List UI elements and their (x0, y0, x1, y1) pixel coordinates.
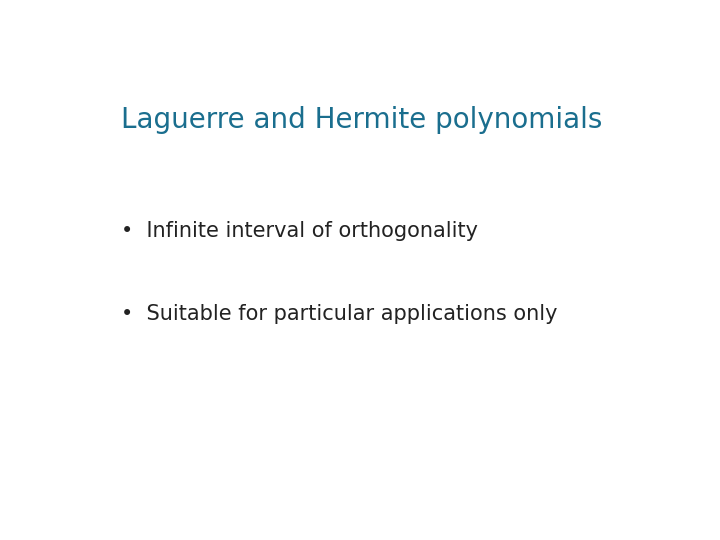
Text: •  Suitable for particular applications only: • Suitable for particular applications o… (121, 304, 557, 325)
Text: Laguerre and Hermite polynomials: Laguerre and Hermite polynomials (121, 106, 602, 134)
Text: •  Infinite interval of orthogonality: • Infinite interval of orthogonality (121, 221, 477, 241)
